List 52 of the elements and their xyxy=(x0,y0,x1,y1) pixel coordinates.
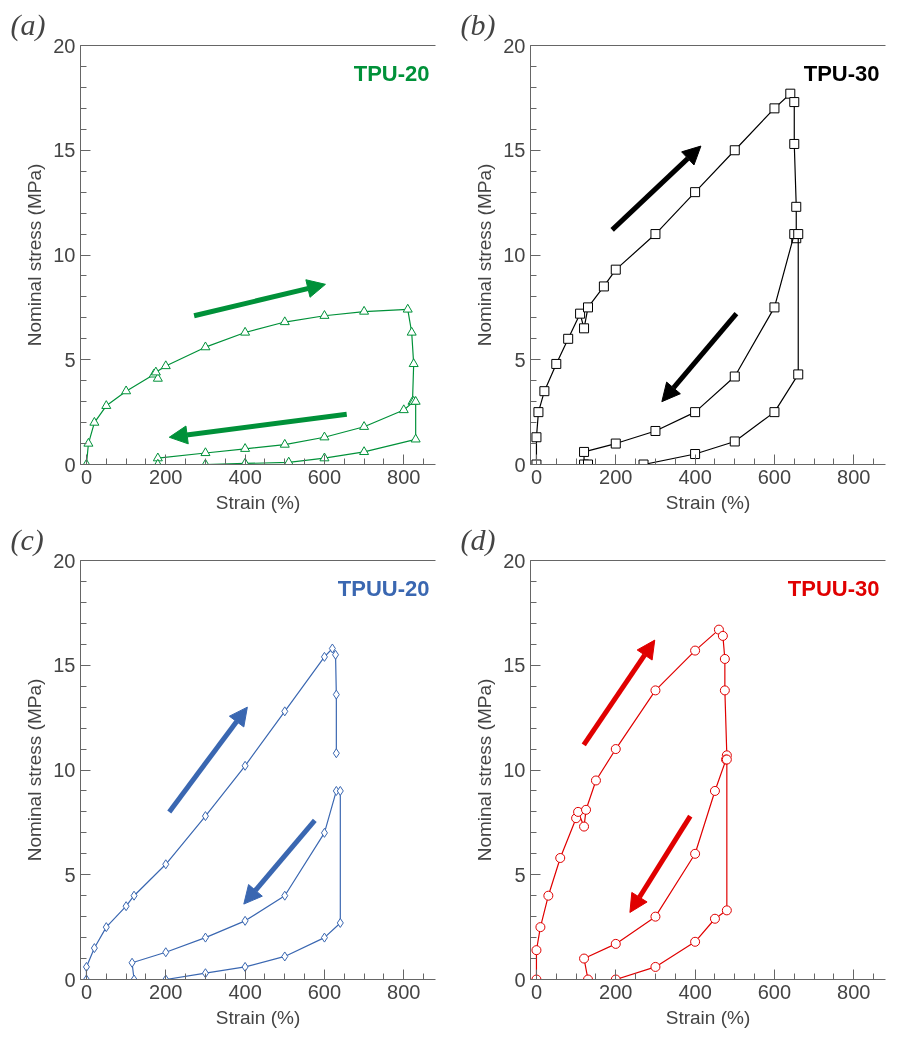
x-tick-label: 800 xyxy=(387,980,421,1003)
x-tick-label: 400 xyxy=(678,980,712,1003)
x-tick-label: 400 xyxy=(228,980,262,1003)
x-tick-label: 200 xyxy=(599,465,633,488)
y-axis-title: Nominal stress (MPa) xyxy=(24,163,46,347)
y-tick-label: 15 xyxy=(53,139,76,162)
chart-title: (a) xyxy=(10,7,46,42)
x-axis-title: Strain (%) xyxy=(215,491,301,513)
x-axis-title: Strain (%) xyxy=(215,1006,301,1028)
y-axis-title: Nominal stress (MPa) xyxy=(474,163,496,347)
y-tick-label: 5 xyxy=(64,348,76,371)
x-tick-label: 0 xyxy=(80,465,93,488)
x-axis-title: Strain (%) xyxy=(665,1006,751,1028)
x-axis-title: Strain (%) xyxy=(665,491,751,513)
y-axis-title: Nominal stress (MPa) xyxy=(474,678,496,862)
y-tick-label: 20 xyxy=(53,549,76,572)
y-tick-label: 20 xyxy=(503,549,526,572)
series-label: TPUU-20 xyxy=(337,575,430,601)
y-tick-label: 20 xyxy=(53,34,76,57)
x-tick-label: 600 xyxy=(307,980,342,1003)
x-tick-label: 200 xyxy=(149,465,183,488)
text: TPUU-30 xyxy=(787,575,880,601)
chart-title: (d) xyxy=(460,522,496,557)
x-tick-label: 600 xyxy=(307,465,342,488)
x-tick-label: 800 xyxy=(837,465,871,488)
y-tick-label: 10 xyxy=(503,244,526,266)
x-tick-label: 800 xyxy=(387,465,421,488)
y-axis-title: Nominal stress (MPa) xyxy=(24,678,46,862)
x-tick-label: 0 xyxy=(80,980,93,1003)
y-tick-label: 10 xyxy=(503,759,526,781)
y-tick-label: 15 xyxy=(503,654,526,677)
y-tick-label: 5 xyxy=(514,348,526,371)
chart-title: (b) xyxy=(460,7,496,42)
chart-title: (c) xyxy=(10,522,44,557)
x-tick-label: 600 xyxy=(757,980,792,1003)
y-tick-label: 10 xyxy=(53,759,76,781)
x-tick-label: 200 xyxy=(599,980,633,1003)
y-tick-label: 5 xyxy=(64,863,76,886)
x-tick-label: 800 xyxy=(837,980,871,1003)
x-tick-label: 0 xyxy=(530,980,543,1003)
y-tick-label: 15 xyxy=(53,654,76,677)
x-tick-label: 200 xyxy=(149,980,183,1003)
x-tick-label: 600 xyxy=(757,465,792,488)
y-tick-label: 10 xyxy=(53,244,76,266)
x-tick-label: 400 xyxy=(228,465,262,488)
text: TPU-20 xyxy=(353,60,430,86)
series-label: TPU-30 xyxy=(803,60,880,86)
y-tick-label: 20 xyxy=(503,34,526,57)
y-tick-label: 15 xyxy=(503,139,526,162)
x-tick-label: 400 xyxy=(678,465,712,488)
x-tick-label: 0 xyxy=(530,465,543,488)
y-tick-label: 5 xyxy=(514,863,526,886)
